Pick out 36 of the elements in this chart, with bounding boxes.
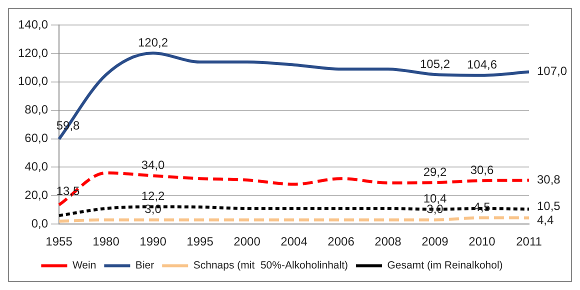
x-tick-label: 2010 — [468, 234, 496, 249]
data-label: 3,0 — [144, 202, 162, 216]
data-label: 30,8 — [537, 172, 561, 187]
y-tick-label: 100,0 — [18, 74, 48, 88]
legend-label: Schnaps (mit 50%-Alkoholinhalt) — [193, 260, 348, 272]
y-tick-label: 0,0 — [31, 216, 48, 230]
x-tick-label: 2004 — [280, 234, 308, 249]
y-tick-label: 60,0 — [24, 131, 48, 146]
data-label: 30,6 — [470, 162, 494, 177]
data-label: 10,4 — [423, 192, 448, 206]
x-tick-label: 2000 — [234, 234, 261, 249]
data-label: 34,0 — [141, 158, 166, 172]
x-tick-label: 1990 — [140, 234, 167, 249]
data-label: 4,4 — [537, 212, 554, 227]
data-label: 10,5 — [537, 198, 561, 213]
data-label: 107,0 — [537, 64, 568, 78]
data-label: 12,2 — [141, 189, 166, 204]
x-tick-label: 1995 — [186, 234, 214, 249]
x-tick-label: 2006 — [328, 234, 355, 249]
x-tick-label: 2011 — [516, 234, 542, 249]
y-tick-label: 140,0 — [18, 17, 48, 32]
data-label: 120,2 — [138, 35, 168, 50]
data-label: 104,6 — [466, 58, 498, 72]
legend-label: Bier — [135, 260, 155, 272]
x-tick-label: 2008 — [374, 234, 402, 249]
x-tick-label: 1955 — [46, 234, 73, 249]
legend-label: Gesamt (im Reinalkohol) — [387, 260, 503, 272]
data-label: 29,2 — [423, 164, 448, 179]
data-label: 105,2 — [420, 56, 450, 71]
y-tick-label: 20,0 — [24, 188, 48, 202]
y-tick-label: 80,0 — [24, 102, 48, 117]
x-tick-label: 1980 — [92, 234, 120, 249]
legend-label: Wein — [72, 260, 96, 272]
y-tick-label: 120,0 — [18, 46, 48, 60]
x-tick-label: 2009 — [422, 234, 449, 249]
y-tick-label: 40,0 — [24, 160, 48, 174]
